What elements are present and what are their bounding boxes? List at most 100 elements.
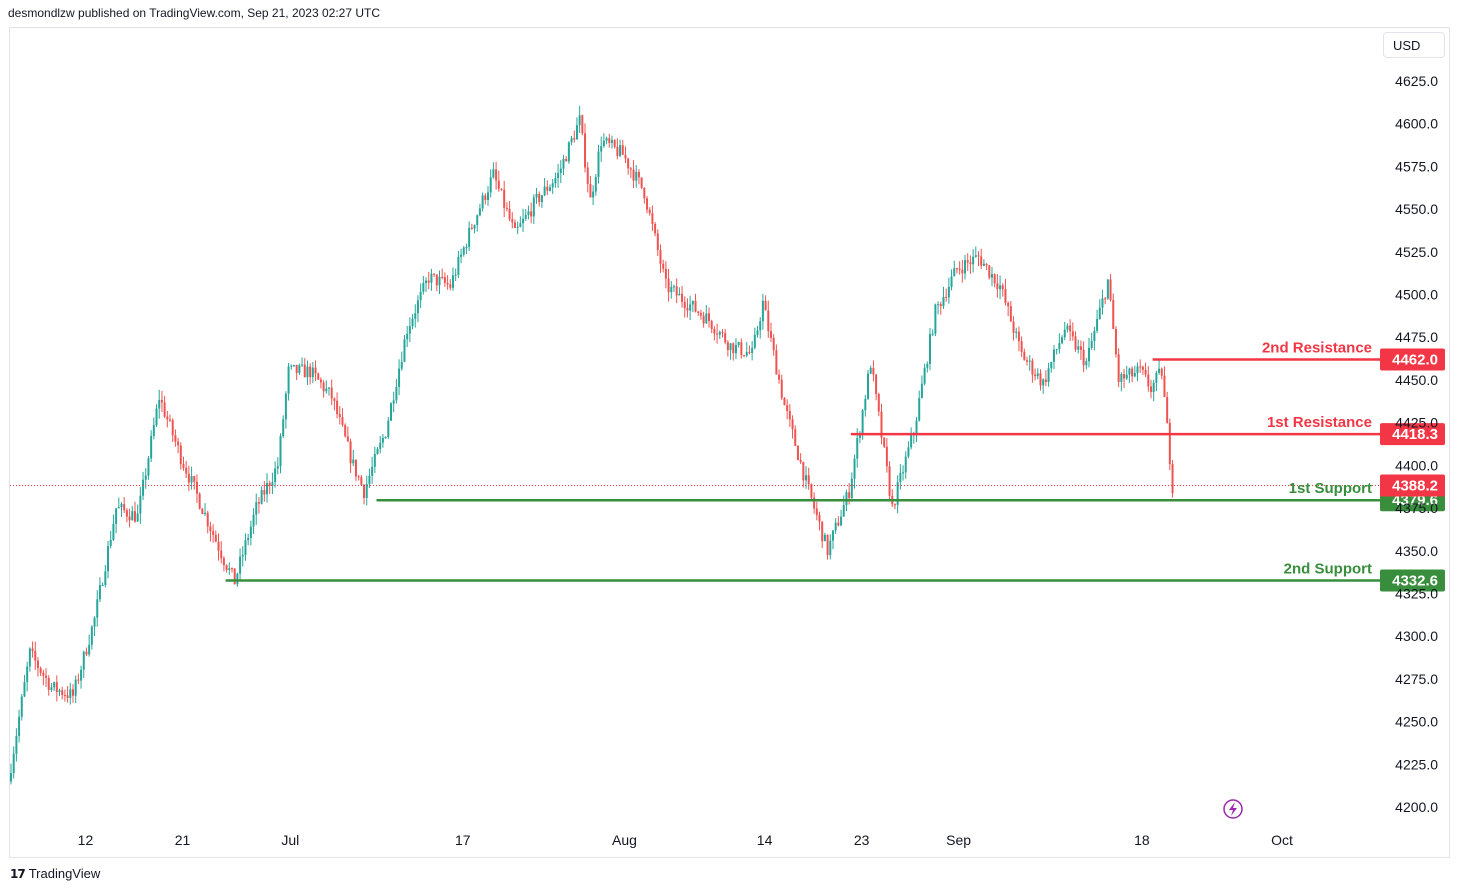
candle-body bbox=[654, 223, 657, 234]
candle-body bbox=[672, 286, 675, 288]
candle-body bbox=[341, 417, 344, 425]
y-axis-tick-label: 4575.0 bbox=[1395, 158, 1438, 174]
currency-selector-button[interactable]: USD bbox=[1383, 32, 1445, 58]
candle-body bbox=[904, 456, 907, 473]
candle-body bbox=[252, 514, 255, 527]
footer-brand-label: TradingView bbox=[28, 866, 101, 881]
price-tag-value: 4332.6 bbox=[1392, 572, 1438, 589]
candle-body bbox=[47, 678, 50, 690]
candle-body bbox=[896, 482, 899, 505]
candle-body bbox=[69, 689, 72, 698]
candle-body bbox=[592, 191, 595, 198]
candle-body bbox=[136, 513, 139, 522]
candle-body bbox=[966, 260, 969, 263]
candle-body bbox=[745, 352, 748, 356]
candle-body bbox=[729, 343, 732, 351]
candle-body bbox=[379, 442, 382, 449]
candle-body bbox=[376, 448, 379, 454]
candle-body bbox=[344, 424, 347, 437]
candle-body bbox=[780, 379, 783, 399]
candle-body bbox=[861, 410, 864, 434]
candle-body bbox=[683, 301, 686, 309]
candle-body bbox=[1009, 306, 1012, 322]
candle-body bbox=[12, 753, 15, 774]
candle-body bbox=[969, 262, 972, 265]
candle-body bbox=[363, 484, 366, 498]
candle-body bbox=[204, 512, 207, 515]
candle-body bbox=[174, 435, 177, 442]
candle-body bbox=[753, 334, 756, 348]
candle-body bbox=[1015, 331, 1018, 333]
candle-body bbox=[230, 568, 233, 570]
candle-body bbox=[249, 526, 252, 538]
candle-body bbox=[562, 159, 565, 169]
candle-body bbox=[608, 138, 611, 143]
candle-body bbox=[1034, 374, 1037, 377]
candle-body bbox=[489, 177, 492, 193]
candle-body bbox=[761, 300, 764, 322]
candle-body bbox=[317, 373, 320, 380]
candle-body bbox=[1141, 366, 1144, 370]
x-axis-tick-label: 18 bbox=[1134, 832, 1150, 848]
lightning-icon-bolt bbox=[1229, 802, 1237, 816]
candle-body bbox=[212, 531, 215, 535]
candle-body bbox=[546, 186, 549, 191]
candle-body bbox=[66, 695, 69, 698]
candle-body bbox=[751, 347, 754, 354]
y-axis-tick-label: 4250.0 bbox=[1395, 714, 1438, 730]
candle-body bbox=[796, 445, 799, 461]
candle-body bbox=[950, 276, 953, 287]
candle-body bbox=[419, 291, 422, 301]
resistance-level-label: 2nd Resistance bbox=[1262, 339, 1372, 356]
candle-body bbox=[39, 668, 42, 673]
candle-body bbox=[301, 364, 304, 366]
price-tag-bg bbox=[1380, 348, 1445, 371]
candle-body bbox=[333, 398, 336, 401]
candle-body bbox=[920, 383, 923, 399]
candle-body bbox=[139, 495, 142, 514]
candle-body bbox=[104, 571, 107, 585]
candle-body bbox=[185, 467, 188, 474]
candle-body bbox=[869, 367, 872, 374]
candle-body bbox=[559, 168, 562, 174]
candle-body bbox=[764, 300, 767, 311]
candle-body bbox=[392, 400, 395, 404]
candle-body bbox=[646, 198, 649, 210]
candle-body bbox=[1114, 328, 1117, 355]
candle-body bbox=[805, 475, 808, 481]
candle-body bbox=[373, 453, 376, 467]
candle-body bbox=[1168, 422, 1171, 465]
candle-body bbox=[53, 682, 56, 688]
candle-body bbox=[783, 398, 786, 406]
candle-body bbox=[691, 300, 694, 305]
candle-body bbox=[1031, 360, 1034, 375]
candle-body bbox=[893, 504, 896, 506]
candle-body bbox=[570, 138, 573, 143]
x-axis-tick-label: Oct bbox=[1271, 832, 1293, 848]
candle-body bbox=[314, 367, 317, 374]
candle-body bbox=[195, 481, 198, 494]
candle-body bbox=[446, 282, 449, 285]
candle-body bbox=[131, 511, 134, 521]
candle-body bbox=[662, 263, 665, 269]
candle-body bbox=[1085, 361, 1088, 366]
candle-body bbox=[885, 446, 888, 467]
candle-body bbox=[519, 223, 522, 227]
candle-body bbox=[942, 296, 945, 307]
candle-body bbox=[166, 416, 169, 420]
candle-body bbox=[850, 478, 853, 499]
lightning-icon[interactable] bbox=[1223, 799, 1243, 819]
candle-body bbox=[632, 169, 635, 181]
x-axis-tick-label: 23 bbox=[854, 832, 870, 848]
chart-frame bbox=[9, 27, 1450, 858]
candle-body bbox=[45, 675, 48, 679]
candle-body bbox=[1017, 331, 1020, 342]
candle-body bbox=[1079, 346, 1082, 350]
candle-body bbox=[756, 330, 759, 335]
candle-body bbox=[581, 115, 584, 134]
candle-body bbox=[257, 502, 260, 504]
candle-body bbox=[468, 227, 471, 248]
candle-body bbox=[244, 540, 247, 555]
candle-body bbox=[18, 716, 21, 736]
